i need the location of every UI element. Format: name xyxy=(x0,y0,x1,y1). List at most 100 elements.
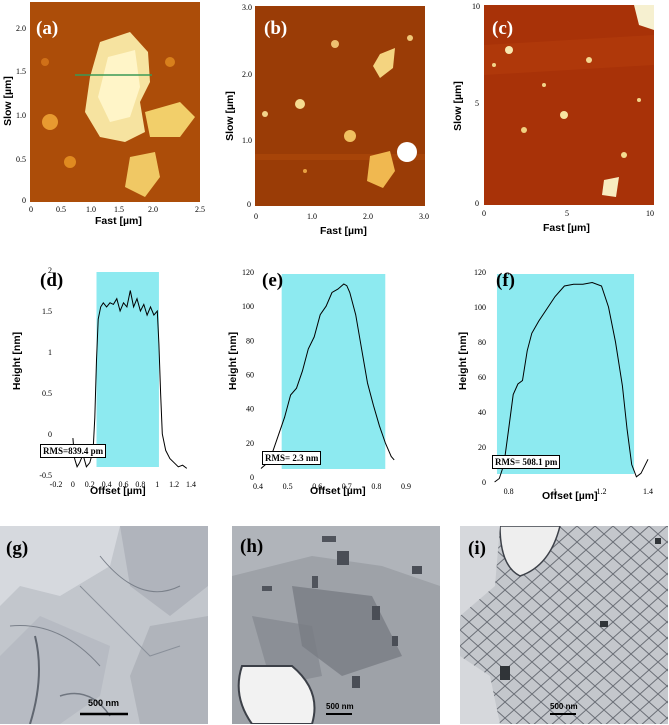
tem-image-h xyxy=(232,526,440,724)
x-tick-f-3: 1.4 xyxy=(643,487,653,496)
x-tick-e-2: 0.6 xyxy=(312,482,322,491)
y-tick-b-1: 1.0 xyxy=(242,136,252,145)
panel-label-d: (d) xyxy=(40,270,64,291)
x-tick-c-2: 10 xyxy=(646,209,654,218)
scale-label-i: 500 nm xyxy=(550,702,578,711)
y-tick-e-1: 20 xyxy=(246,439,254,448)
x-tick-e-0: 0.4 xyxy=(253,482,263,491)
rms-label-d: RMS=839.4 pm xyxy=(40,444,107,458)
y-tick-c-2: 10 xyxy=(472,2,480,11)
y-axis-label-b: Slow [µm] xyxy=(224,91,236,141)
panel-label-a: (a) xyxy=(36,18,59,39)
y-tick-b-3: 3.0 xyxy=(242,3,252,12)
y-tick-d-2: 0.5 xyxy=(42,389,52,398)
x-axis-label-c: Fast [µm] xyxy=(543,222,590,234)
x-tick-a-4: 2.0 xyxy=(148,205,158,214)
tem-panel-i: (i) 500 nm xyxy=(460,526,668,724)
x-tick-e-1: 0.5 xyxy=(283,482,293,491)
x-tick-a-1: 0.5 xyxy=(56,205,66,214)
tem-image-g xyxy=(0,526,208,724)
y-axis-label-a: Slow [µm] xyxy=(2,76,14,126)
x-tick-f-0: 0.8 xyxy=(504,487,514,496)
afm-image-c xyxy=(484,5,654,205)
x-tick-d-8: 1.4 xyxy=(186,480,196,489)
x-tick-d-4: 0.6 xyxy=(119,480,129,489)
x-tick-e-5: 0.9 xyxy=(401,482,411,491)
y-tick-d-4: 1.5 xyxy=(42,307,52,316)
panel-label-i: (i) xyxy=(468,538,486,559)
y-tick-e-4: 80 xyxy=(246,336,254,345)
y-tick-e-0: 0 xyxy=(250,473,254,482)
profile-line-e xyxy=(260,283,395,469)
y-tick-f-6: 120 xyxy=(474,268,486,277)
y-tick-a-1: 0.5 xyxy=(16,155,26,164)
x-tick-b-2: 2.0 xyxy=(363,212,373,221)
x-tick-f-2: 1.2 xyxy=(597,487,607,496)
y-tick-c-1: 5 xyxy=(475,99,479,108)
y-tick-f-2: 40 xyxy=(478,408,486,417)
y-tick-e-2: 40 xyxy=(246,405,254,414)
panel-label-f: (f) xyxy=(496,270,515,291)
x-axis-label-f: Offset [µm] xyxy=(542,490,598,502)
rms-label-e: RMS= 2.3 nm xyxy=(262,451,322,465)
y-axis-label-e: Height [nm] xyxy=(227,331,239,391)
x-tick-c-0: 0 xyxy=(482,209,486,218)
y-tick-d-1: 0 xyxy=(48,430,52,439)
afm-image-a xyxy=(30,2,200,202)
y-tick-a-4: 2.0 xyxy=(16,24,26,33)
y-tick-b-2: 2.0 xyxy=(242,70,252,79)
x-tick-a-5: 2.5 xyxy=(195,205,205,214)
x-axis-label-a: Fast [µm] xyxy=(95,215,142,227)
x-tick-b-0: 0 xyxy=(254,212,258,221)
x-tick-d-1: 0 xyxy=(71,480,75,489)
x-tick-d-3: 0.4 xyxy=(102,480,112,489)
y-tick-b-0: 0 xyxy=(247,200,251,209)
y-tick-a-0: 0 xyxy=(22,196,26,205)
y-tick-f-5: 100 xyxy=(474,303,486,312)
scale-label-h: 500 nm xyxy=(326,702,354,711)
highlight-region-e xyxy=(281,274,386,469)
y-tick-e-3: 60 xyxy=(246,371,254,380)
y-tick-c-0: 0 xyxy=(475,199,479,208)
x-tick-b-1: 1.0 xyxy=(307,212,317,221)
y-tick-f-4: 80 xyxy=(478,338,486,347)
x-axis-label-b: Fast [µm] xyxy=(320,225,367,237)
y-tick-f-1: 20 xyxy=(478,443,486,452)
x-tick-e-4: 0.8 xyxy=(371,482,381,491)
x-tick-d-7: 1.2 xyxy=(169,480,179,489)
y-tick-e-5: 100 xyxy=(242,302,254,311)
x-tick-e-3: 0.7 xyxy=(342,482,352,491)
x-axis-label-d: Offset [µm] xyxy=(90,485,146,497)
y-tick-f-3: 60 xyxy=(478,373,486,382)
y-tick-e-6: 120 xyxy=(242,268,254,277)
x-tick-a-3: 1.5 xyxy=(114,205,124,214)
x-tick-d-5: 0.8 xyxy=(135,480,145,489)
panel-label-h: (h) xyxy=(240,536,264,557)
rms-label-f: RMS= 508.1 pm xyxy=(492,455,561,469)
y-tick-f-0: 0 xyxy=(482,478,486,487)
tem-panel-h: (h) 500 nm xyxy=(232,526,440,724)
profile-line-f xyxy=(494,281,649,483)
panel-label-b: (b) xyxy=(264,18,288,39)
x-tick-d-0: -0.2 xyxy=(50,480,63,489)
afm-panel-c: (c) Slow [µm] Fast [µm] 0 5 10 0 5 10 xyxy=(448,0,669,240)
afm-panel-b: (b) Slow [µm] Fast [µm] 0 1.0 2.0 3.0 0 … xyxy=(222,0,442,237)
y-tick-d-5: 2 xyxy=(48,266,52,275)
x-tick-b-3: 3.0 xyxy=(419,212,429,221)
panel-label-c: (c) xyxy=(492,18,514,39)
line-profile-charts: -0.2 0 0.2 0.4 0.6 0.8 1 1.2 1.4 -0.5 0 0.5 1 1.5 2 0.4… xyxy=(39,266,653,496)
x-tick-c-1: 5 xyxy=(565,209,569,218)
x-tick-d-6: 1 xyxy=(155,480,159,489)
profile-line-d xyxy=(72,290,188,469)
afm-image-b xyxy=(255,6,425,206)
y-tick-a-3: 1.5 xyxy=(16,67,26,76)
tem-panel-g: (g) 500 nm xyxy=(0,526,208,724)
y-axis-label-f: Height [nm] xyxy=(457,331,469,391)
panel-label-e: (e) xyxy=(262,270,284,291)
x-axis-label-e: Offset [µm] xyxy=(310,485,366,497)
y-tick-d-3: 1 xyxy=(48,348,52,357)
x-tick-f-1: 1 xyxy=(553,487,557,496)
afm-panel-a: (a) Slow [µm] Fast [µm] 0 0.5 1.0 1.5 2.… xyxy=(0,0,220,230)
scale-label-g: 500 nm xyxy=(88,698,120,708)
x-tick-d-2: 0.2 xyxy=(85,480,95,489)
